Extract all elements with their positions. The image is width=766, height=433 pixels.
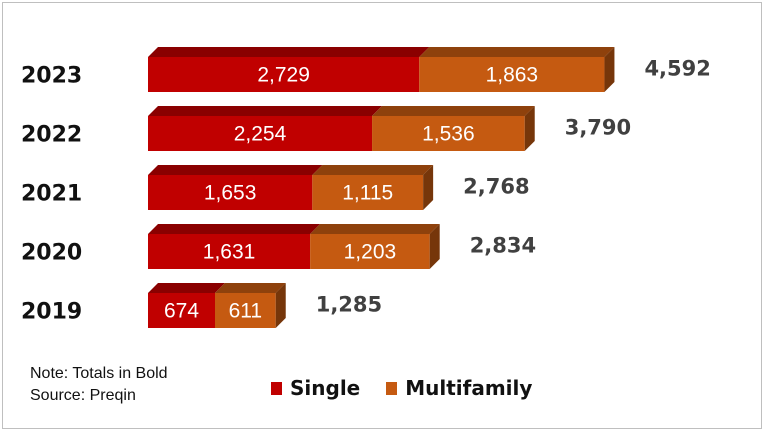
stacked-bar-chart: 2023 2,729 1,863 4,592 2022 2,254 1,536 3,790 20…: [21, 47, 711, 328]
bar-single-2022: [148, 116, 373, 151]
bar-side-2019: [275, 283, 286, 328]
chart-frame: 2023 2,729 1,863 4,592 2022 2,254 1,536 3,790 20…: [2, 2, 762, 429]
total-label-2022: 3,790: [565, 116, 631, 140]
total-label-2023: 4,592: [644, 57, 710, 81]
bar-side-2023: [604, 47, 615, 92]
bar-top-single-2022: [148, 106, 383, 116]
legend-label-multifamily: Multifamily: [405, 376, 533, 400]
bar-top-multifamily-2019: [214, 283, 286, 293]
legend-swatch-multifamily: [386, 381, 398, 395]
year-label-2021: 2021: [21, 182, 82, 207]
data-label-single-2021: 1,653: [204, 182, 257, 205]
bar-single-2023: [148, 57, 420, 92]
note-source: Source: Preqin: [30, 387, 136, 404]
bar-top-multifamily-2023: [419, 47, 615, 57]
year-label-2020: 2020: [21, 241, 82, 266]
data-label-single-2019: 674: [164, 300, 199, 323]
data-label-single-2022: 2,254: [234, 123, 287, 146]
bar-multifamily-2020: [310, 234, 430, 269]
legend: Single Multifamily: [271, 376, 558, 400]
year-label-2022: 2022: [21, 123, 82, 148]
bar-side-2022: [524, 106, 535, 151]
bar-top-single-2023: [148, 47, 430, 57]
bar-top-multifamily-2020: [310, 224, 440, 234]
data-label-multifamily-2022: 1,536: [422, 123, 475, 146]
data-label-multifamily-2021: 1,115: [342, 182, 393, 205]
bar-single-2019: [148, 293, 215, 328]
bar-multifamily-2022: [372, 116, 525, 151]
bar-top-multifamily-2021: [312, 165, 434, 175]
bar-side-2021: [423, 165, 434, 210]
bar-single-2020: [148, 234, 311, 269]
legend-item-single: Single: [271, 376, 360, 400]
total-label-2021: 2,768: [463, 175, 529, 199]
bar-multifamily-2023: [419, 57, 605, 92]
bar-side-2020: [429, 224, 440, 269]
bar-multifamily-2021: [312, 175, 424, 210]
note-totals: Note: Totals in Bold: [30, 365, 168, 382]
year-label-2019: 2019: [21, 300, 82, 325]
data-label-multifamily-2023: 1,863: [486, 64, 539, 87]
legend-label-single: Single: [290, 376, 361, 400]
bar-single-2021: [148, 175, 313, 210]
data-label-multifamily-2020: 1,203: [344, 241, 397, 264]
total-label-2020: 2,834: [470, 234, 536, 258]
bar-top-single-2019: [148, 283, 225, 293]
bar-top-multifamily-2022: [372, 106, 535, 116]
legend-swatch-single: [271, 381, 282, 395]
data-label-multifamily-2019: 611: [229, 300, 262, 323]
bar-multifamily-2019: [214, 293, 276, 328]
total-label-2019: 1,285: [316, 293, 382, 317]
legend-item-multifamily: Multifamily: [386, 376, 532, 400]
bar-top-single-2020: [148, 224, 321, 234]
bar-top-single-2021: [148, 165, 323, 175]
data-label-single-2020: 1,631: [203, 241, 256, 264]
data-label-single-2023: 2,729: [257, 64, 310, 87]
year-label-2023: 2023: [21, 64, 82, 89]
